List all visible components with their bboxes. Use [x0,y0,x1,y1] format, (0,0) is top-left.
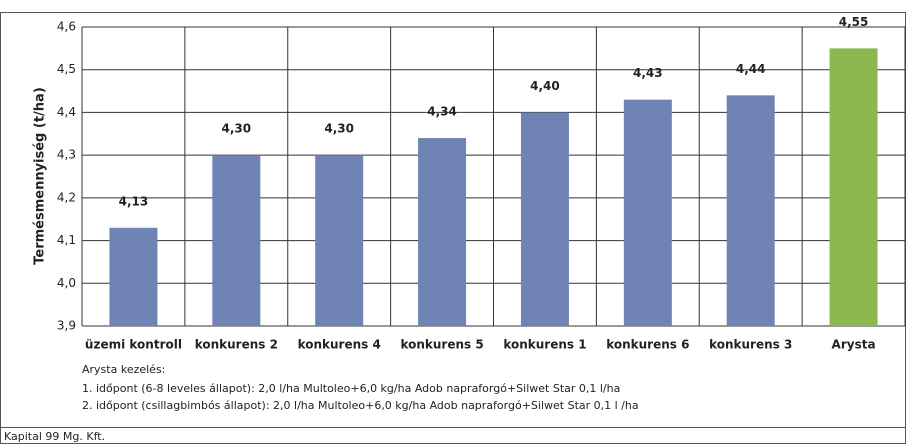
y-tick-label: 4,1 [57,233,76,247]
bar [726,95,775,326]
x-tick-label: konkurens 4 [298,338,381,352]
x-tick-label: Arysta [832,338,876,352]
bar [418,138,467,326]
bar [520,112,569,326]
value-label: 4,13 [119,194,149,208]
x-tick-label: üzemi kontroll [85,338,182,352]
x-tick-label: konkurens 1 [503,338,586,352]
x-tick-label: konkurens 5 [400,338,483,352]
value-label: 4,30 [222,122,252,136]
x-tick-label: konkurens 2 [195,338,278,352]
y-axis-label: Termésmennyiség (t/ha) [33,87,48,265]
y-tick-label: 4,5 [57,62,76,76]
value-label: 4,55 [839,15,869,29]
source: Kapital 99 Mg. Kft. [4,430,105,443]
bar [109,227,158,326]
bar [212,155,261,326]
value-label: 4,30 [324,122,354,136]
y-tick-label: 4,3 [57,148,76,162]
note: 2. időpont (csillagbimbós állapot): 2,0 … [82,399,639,412]
note: 1. időpont (6-8 leveles állapot): 2,0 l/… [82,382,620,395]
value-label: 4,43 [633,66,663,80]
bar [829,48,878,326]
y-tick-label: 4,0 [57,276,76,290]
y-tick-label: 4,6 [57,20,76,34]
y-tick-label: 3,9 [57,319,76,333]
x-tick-label: konkurens 6 [606,338,689,352]
y-tick-label: 4,2 [57,190,76,204]
value-label: 4,44 [736,62,766,76]
bar [315,155,364,326]
bar [623,99,672,326]
value-label: 4,40 [530,79,560,93]
value-label: 4,34 [427,105,457,119]
x-tick-label: konkurens 3 [709,338,792,352]
note: Arysta kezelés: [82,363,165,376]
y-tick-label: 4,4 [57,105,76,119]
